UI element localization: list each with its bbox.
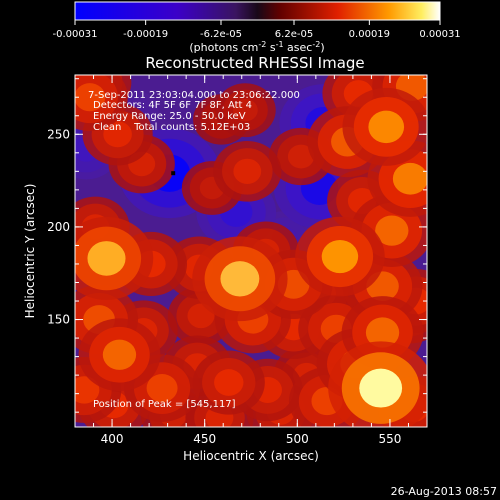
positive-source-core — [287, 144, 315, 169]
positive-source-core — [214, 369, 244, 396]
positive-source-core — [75, 376, 100, 404]
colorbar-units-label: (photons cm-2 s-1 asec-2) — [189, 40, 324, 54]
y-tick-label: 150 — [47, 313, 70, 327]
annotation-clean-counts: Clean Total counts: 5.12E+03 — [93, 122, 250, 133]
annotation-detectors: Detectors: 4F 5F 6F 7F 8F, Att 4 — [93, 100, 252, 111]
y-tick-label: 200 — [47, 220, 70, 234]
positive-source-core — [220, 261, 260, 297]
positive-source-core — [103, 121, 132, 148]
colorbar-tick-label: 6.2e-05 — [275, 29, 313, 40]
colorbar-ticks: -0.00031 -0.00019 -6.2e-05 6.2e-05 0.00019 0.… — [53, 20, 461, 40]
colorbar-tick-label: 0.00031 — [419, 29, 460, 40]
x-axis-label: Heliocentric X (arcsec) — [183, 449, 319, 463]
positive-source-core — [375, 215, 409, 246]
y-axis-ticks: 150 200 250 — [47, 78, 427, 413]
x-axis-ticks: 400 450 500 550 — [74, 75, 428, 446]
annotation-time-range: 7-Sep-2011 23:03:04.000 to 23:06:22.000 — [88, 90, 300, 101]
y-axis-label: Heliocentric Y (arcsec) — [23, 184, 37, 319]
colorbar: -0.00031 -0.00019 -6.2e-05 6.2e-05 0.00019 0.… — [53, 1, 461, 54]
positive-source-core — [75, 83, 106, 112]
positive-source-core — [146, 374, 178, 403]
positive-source-core — [233, 158, 262, 184]
peak-position-label: Position of Peak = [545,117] — [93, 399, 236, 410]
positive-source-core — [321, 239, 359, 274]
y-tick-label: 250 — [47, 127, 70, 141]
x-tick-label: 550 — [378, 432, 401, 446]
colorbar-tick-label: -0.00031 — [53, 29, 98, 40]
x-tick-label: 500 — [286, 432, 309, 446]
positive-source-core — [102, 339, 137, 370]
plot-frame — [74, 74, 428, 428]
chart-title: Reconstructed RHESSI Image — [145, 54, 364, 72]
colorbar-tick-label: 0.00019 — [349, 29, 390, 40]
peak-marker-dot — [171, 171, 176, 176]
x-tick-label: 400 — [101, 432, 124, 446]
positive-source-core — [392, 162, 427, 195]
colorbar-tick-label: -0.00019 — [123, 29, 168, 40]
positive-source-core — [365, 317, 400, 348]
footer-timestamp: 26-Aug-2013 08:57 — [391, 485, 497, 498]
heatmap-area — [75, 75, 427, 427]
positive-source-core — [368, 110, 405, 144]
positive-source-core — [233, 98, 258, 122]
heatmap-sources — [75, 75, 427, 427]
annotation-energy-range: Energy Range: 25.0 - 50.0 keV — [93, 111, 246, 122]
positive-source-core — [87, 241, 126, 276]
x-tick-label: 450 — [193, 432, 216, 446]
peak-marker — [171, 171, 176, 176]
positive-source-core — [359, 368, 403, 408]
colorbar-gradient — [74, 1, 441, 21]
colorbar-tick-label: -6.2e-05 — [200, 29, 242, 40]
annotation-block: 7-Sep-2011 23:03:04.000 to 23:06:22.000 … — [88, 90, 300, 133]
